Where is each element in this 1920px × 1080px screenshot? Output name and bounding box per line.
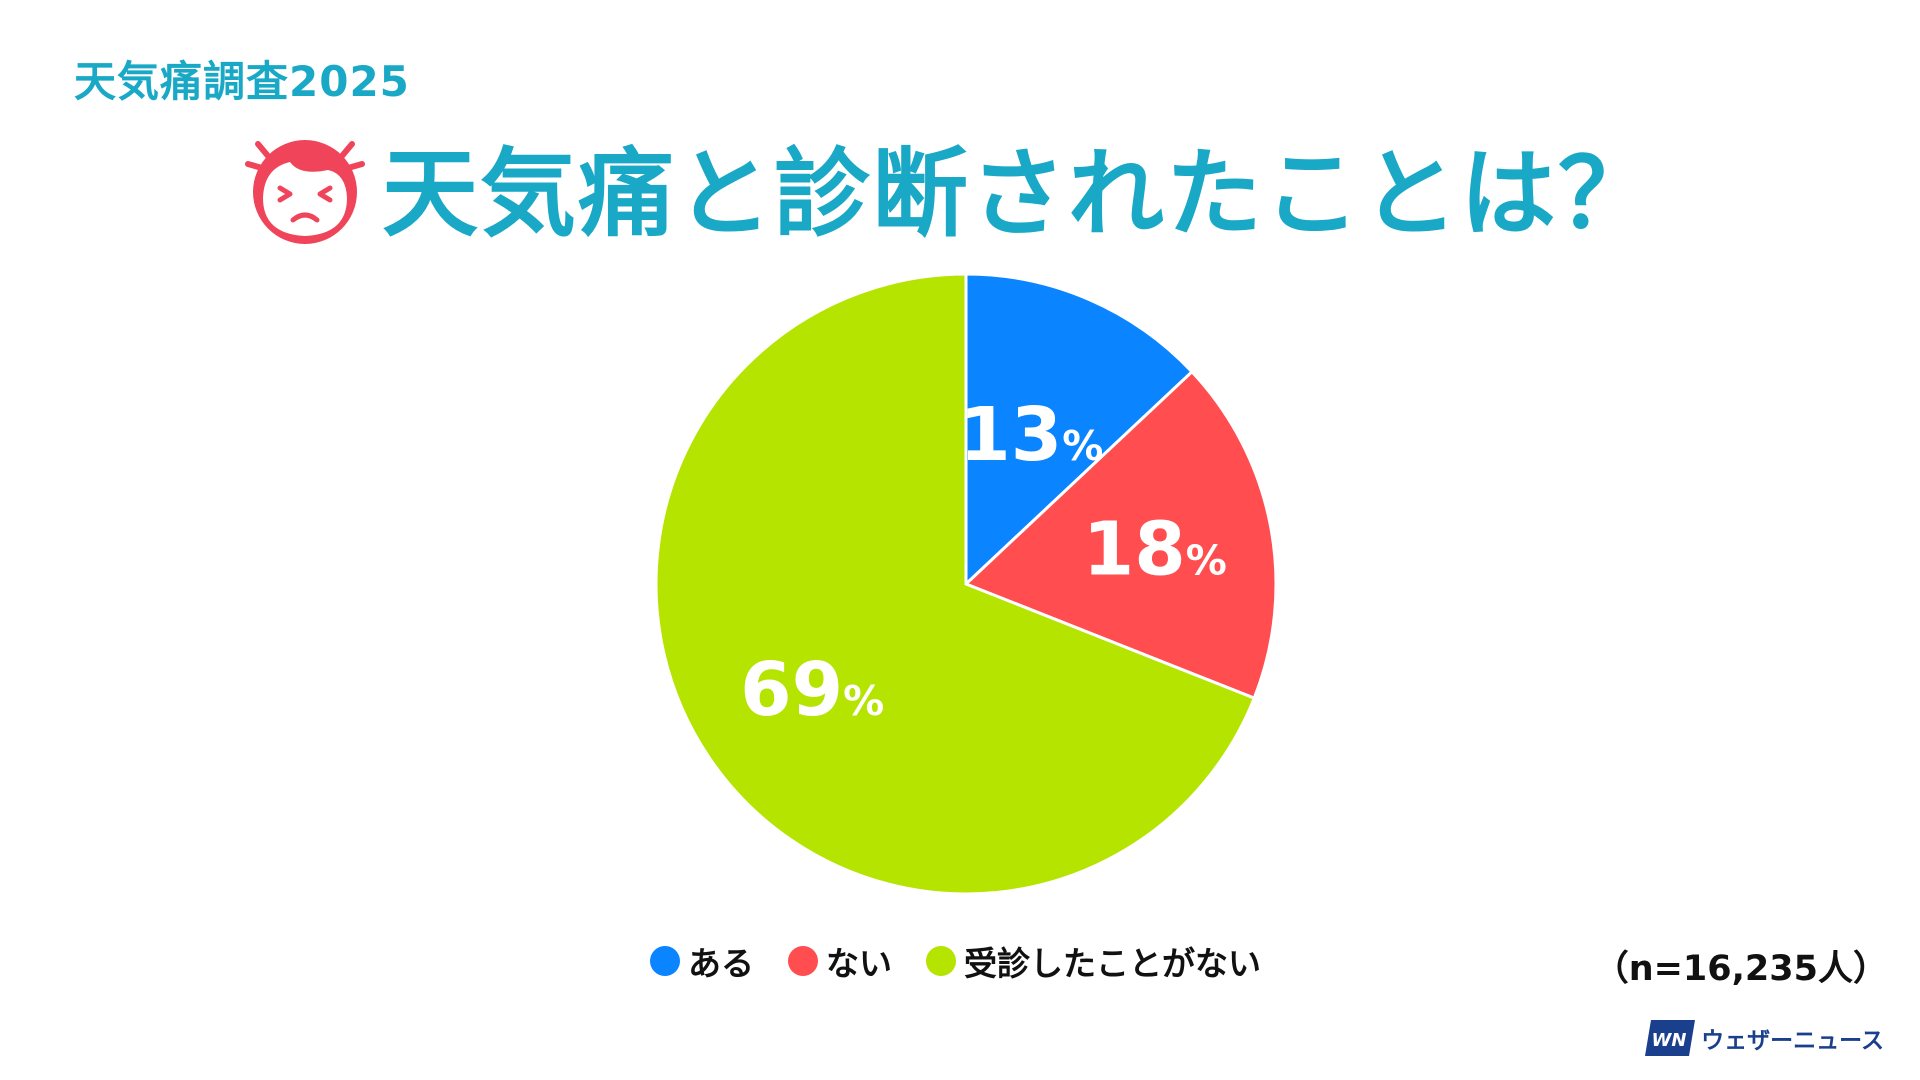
title-row: 天気痛と診断されたことは？ [240, 120, 1656, 250]
chart-legend: ある ない 受診したことがない [650, 937, 1295, 985]
pie-label-aru: 13% [959, 392, 1103, 478]
legend-label-aru: ある [688, 944, 754, 983]
brand: WN ウェザーニュース [1645, 1020, 1884, 1056]
sample-size-note: （n=16,235人） [1593, 949, 1888, 989]
weathernews-logo-icon: WN [1645, 1020, 1696, 1056]
legend-swatch-nai [788, 946, 818, 976]
pained-face-icon [245, 140, 365, 244]
pie-labels: 13% 18% 69% [740, 392, 1227, 733]
pie-slices [654, 272, 1278, 896]
svg-text:WN: WN [1652, 1030, 1687, 1051]
legend-item-aru: ある [650, 937, 754, 985]
pie-slice-aru [964, 272, 1195, 588]
pie-slice-nai [963, 369, 1278, 701]
brand-name: ウェザーニュース [1701, 1028, 1884, 1054]
pie-label-not-visited: 69% [740, 647, 884, 733]
pie-slice-not-visited [654, 272, 1257, 896]
legend-swatch-not-visited [926, 946, 956, 976]
chart-title: 天気痛と診断されたことは？ [382, 137, 1656, 250]
survey-label: 天気痛調査2025 [74, 57, 410, 106]
legend-item-not-visited: 受診したことがない [926, 937, 1261, 985]
legend-swatch-aru [650, 946, 680, 976]
legend-label-not-visited: 受診したことがない [964, 944, 1261, 983]
pie-label-nai: 18% [1083, 507, 1227, 593]
legend-item-nai: ない [788, 937, 892, 985]
legend-label-nai: ない [826, 944, 892, 983]
